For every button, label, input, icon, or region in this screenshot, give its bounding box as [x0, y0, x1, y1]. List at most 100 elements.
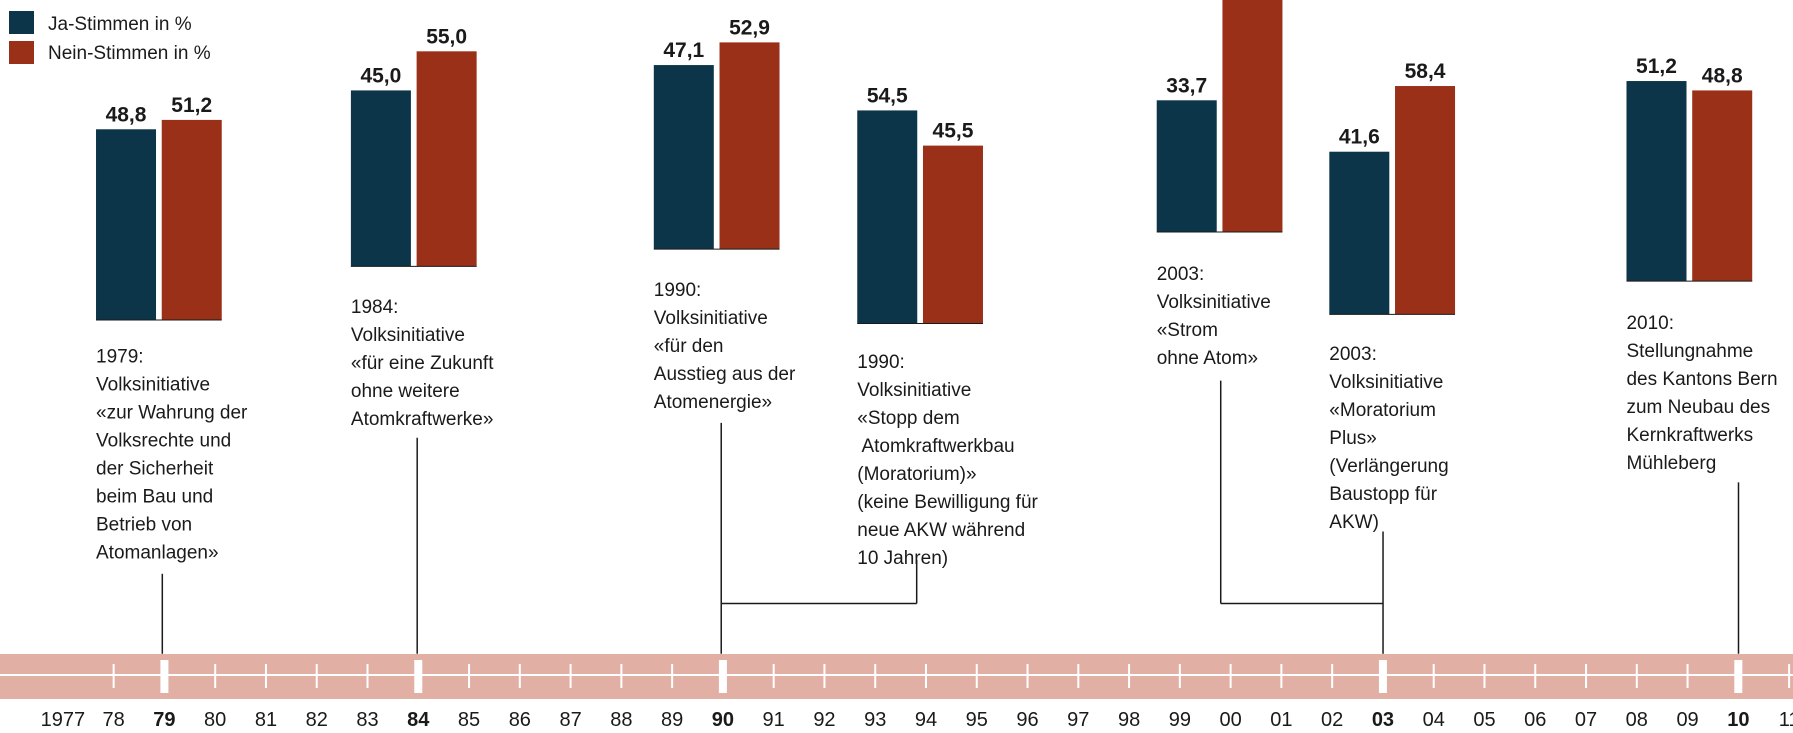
- timeline-label: 11: [1779, 709, 1793, 731]
- value-label: 52,9: [729, 16, 770, 39]
- timeline-tick: [1229, 664, 1232, 688]
- timeline-tick: [468, 664, 471, 688]
- value-label: 48,8: [1702, 64, 1743, 87]
- value-label: 51,2: [1636, 55, 1677, 78]
- timeline-tick: [1686, 664, 1689, 688]
- event-label: (Verlängerung: [1329, 456, 1448, 477]
- event-label: Volksinitiative: [857, 380, 971, 401]
- bar: [1692, 90, 1753, 282]
- timeline-label: 89: [661, 709, 683, 731]
- bar: [1329, 151, 1390, 315]
- value-label: 55,0: [426, 25, 467, 48]
- timeline-tick: [1178, 664, 1181, 688]
- value-label: 45,5: [933, 120, 974, 143]
- timeline-tick: [1534, 664, 1537, 688]
- event-label: «Strom: [1157, 320, 1218, 341]
- bar: [96, 129, 157, 321]
- event-label: Baustopp für: [1329, 484, 1437, 505]
- event-label: «Stopp dem: [857, 408, 959, 429]
- timeline-tick: [1077, 664, 1080, 688]
- value-label: 47,1: [663, 39, 704, 62]
- event-label: Volksinitiative: [351, 325, 465, 346]
- legend-swatch: [9, 11, 34, 34]
- timeline-label: 79: [153, 709, 175, 731]
- bar: [161, 119, 222, 321]
- event-label: Volksinitiative: [1157, 292, 1271, 313]
- event-label: 1990:: [857, 352, 905, 373]
- event-label: Betrieb von: [96, 514, 192, 535]
- timeline-label: 87: [559, 709, 581, 731]
- bar: [350, 90, 411, 267]
- event-label: Stellungnahme: [1626, 341, 1753, 362]
- value-label: 48,8: [106, 103, 147, 126]
- timeline-label: 78: [103, 709, 125, 731]
- timeline-label: 96: [1016, 709, 1038, 731]
- timeline-label: 07: [1575, 709, 1597, 731]
- timeline-tick: [874, 664, 877, 688]
- value-label: 41,6: [1339, 126, 1380, 149]
- timeline-label: 86: [509, 709, 531, 731]
- event-label: (keine Bewilligung für: [857, 492, 1038, 513]
- event-label: «Moratorium: [1329, 400, 1436, 421]
- legend-label: Ja-Stimmen in %: [48, 14, 192, 35]
- timeline-tick: [1280, 664, 1283, 688]
- timeline-tick: [214, 664, 217, 688]
- timeline-tick: [823, 664, 826, 688]
- timeline-label: 80: [204, 709, 226, 731]
- value-label: 58,4: [1405, 60, 1446, 83]
- bar: [1222, 0, 1283, 233]
- timeline-tick: [924, 664, 927, 688]
- timeline-label: 81: [255, 709, 277, 731]
- timeline-label: 09: [1676, 709, 1698, 731]
- event-label: 1979:: [96, 346, 144, 367]
- timeline-label: 94: [915, 709, 937, 731]
- event-label: Mühleberg: [1626, 453, 1716, 474]
- timeline-label: 83: [356, 709, 378, 731]
- bar: [1156, 100, 1217, 233]
- timeline-tick: [1483, 664, 1486, 688]
- event-label: «für eine Zukunft: [351, 353, 494, 374]
- event-label: 2003:: [1157, 264, 1205, 285]
- timeline-label: 85: [458, 709, 480, 731]
- timeline-label: 02: [1321, 709, 1343, 731]
- event-label: Plus»: [1329, 428, 1377, 449]
- event-label: Atomkraftwerke»: [351, 409, 494, 430]
- value-label: 54,5: [867, 84, 908, 107]
- timeline-label: 06: [1524, 709, 1546, 731]
- timeline-label: 97: [1067, 709, 1089, 731]
- event-label: Volksrechte und: [96, 430, 231, 451]
- event-label: (Moratorium)»: [857, 464, 976, 485]
- bar: [1395, 86, 1456, 315]
- timeline-label: 92: [813, 709, 835, 731]
- timeline-band: [0, 654, 1793, 699]
- event-label: Volksinitiative: [1329, 372, 1443, 393]
- bar: [857, 110, 918, 324]
- event-label: «zur Wahrung der: [96, 402, 248, 423]
- event-label: 2010:: [1626, 313, 1674, 334]
- timeline-label: 00: [1219, 709, 1241, 731]
- bar: [653, 65, 714, 250]
- event-label: Ausstieg aus der: [654, 364, 796, 385]
- legend-swatch: [9, 41, 34, 64]
- timeline-label: 84: [407, 709, 430, 731]
- timeline-tick: [112, 664, 115, 688]
- timeline-tick: [975, 664, 978, 688]
- event-label: 1990:: [654, 280, 702, 301]
- timeline-tick: [518, 664, 521, 688]
- timeline-label: 04: [1423, 709, 1445, 731]
- timeline-label: 82: [306, 709, 328, 731]
- event-label: Atomkraftwerkbau: [857, 436, 1014, 457]
- value-label: 51,2: [171, 94, 212, 117]
- value-label: 33,7: [1166, 74, 1207, 97]
- timeline-tick: [1432, 664, 1435, 688]
- timeline-label: 10: [1727, 709, 1749, 731]
- event-label: zum Neubau des: [1626, 397, 1770, 418]
- timeline-label: 99: [1169, 709, 1191, 731]
- event-label: «für den: [654, 336, 724, 357]
- event-label: 10 Jahren): [857, 548, 948, 569]
- value-label: 45,0: [360, 64, 401, 87]
- timeline-label: 03: [1372, 709, 1394, 731]
- event-label: AKW): [1329, 512, 1379, 533]
- timeline-tick: [1585, 664, 1588, 688]
